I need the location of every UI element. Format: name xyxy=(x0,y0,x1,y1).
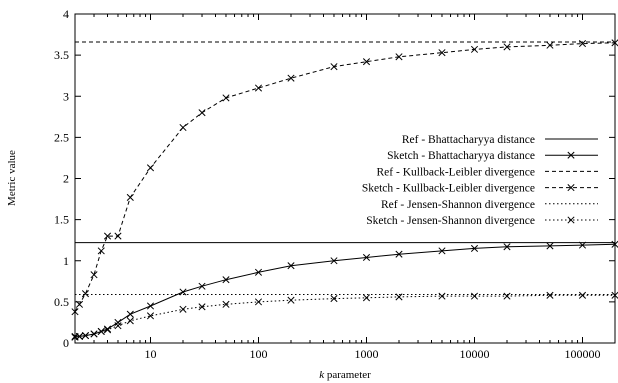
legend-label: Ref - Jensen-Shannon divergence xyxy=(381,199,535,211)
x-tick-label: 100 xyxy=(249,347,267,361)
data-point xyxy=(103,325,112,333)
series-sketch-jensen-shannon-divergence xyxy=(74,294,615,338)
series-layer xyxy=(71,39,618,341)
y-axis: 0 0.5 1 1.5 2 2.5 3 3.5 4 xyxy=(54,7,615,350)
data-point xyxy=(254,84,263,92)
y-tick-label: 1 xyxy=(63,254,69,268)
data-point xyxy=(546,291,554,299)
data-point xyxy=(362,253,371,262)
data-point xyxy=(254,268,263,276)
data-point xyxy=(90,271,98,279)
data-point xyxy=(254,298,263,306)
x-tick-label: 10000 xyxy=(459,347,489,361)
data-point xyxy=(222,94,230,102)
data-point xyxy=(81,290,90,298)
legend-label: Ref - Kullback-Leibler divergence xyxy=(377,166,535,178)
y-tick-label: 2 xyxy=(63,172,69,186)
data-point xyxy=(362,294,371,302)
data-point xyxy=(362,58,371,66)
data-point xyxy=(287,262,295,270)
data-point xyxy=(126,310,134,318)
legend-marker xyxy=(567,184,575,192)
data-point xyxy=(287,74,295,82)
legend: Ref - Bhattacharyya distance Sketch - Bha… xyxy=(362,134,598,227)
plot-frame xyxy=(74,13,616,344)
y-tick-label: 2.5 xyxy=(54,130,69,144)
data-point xyxy=(126,317,134,325)
y-tick-label: 1.5 xyxy=(54,213,69,227)
data-point xyxy=(198,282,206,290)
data-point xyxy=(395,293,403,301)
data-point xyxy=(287,296,295,304)
x-axis-title-text: parameter xyxy=(324,369,371,381)
data-point xyxy=(103,232,112,240)
data-point xyxy=(503,243,511,251)
data-point xyxy=(330,63,338,71)
data-point xyxy=(179,305,187,313)
data-point xyxy=(438,292,446,300)
data-point xyxy=(611,39,618,47)
data-point xyxy=(438,49,446,57)
series-sketch-bhattacharyya-distance xyxy=(75,243,616,337)
data-point xyxy=(395,53,403,61)
data-point xyxy=(179,288,187,296)
data-point xyxy=(438,247,446,255)
data-point xyxy=(611,240,618,248)
data-point xyxy=(81,332,90,340)
data-point xyxy=(75,332,84,340)
data-point xyxy=(611,291,618,299)
data-point xyxy=(198,303,206,311)
data-point xyxy=(330,295,338,303)
data-point xyxy=(103,326,112,334)
data-point xyxy=(146,312,155,320)
data-point xyxy=(97,247,105,255)
x-tick-label: 10 xyxy=(144,347,156,361)
x-axis-title: k parameter xyxy=(319,369,371,381)
x-tick-label: 100000 xyxy=(564,347,600,361)
data-point xyxy=(578,241,587,249)
data-point xyxy=(546,41,554,49)
data-point xyxy=(114,232,122,240)
data-point xyxy=(114,318,122,326)
legend-label: Sketch - Bhattacharyya distance xyxy=(387,150,535,162)
y-axis-title: Metric value xyxy=(6,150,18,206)
data-point xyxy=(179,123,187,132)
y-tick-label: 3.5 xyxy=(54,48,69,62)
data-point xyxy=(198,109,206,117)
x-tick-label: 1000 xyxy=(354,347,378,361)
legend-label: Sketch - Kullback-Leibler divergence xyxy=(362,183,535,195)
data-point xyxy=(71,308,79,316)
data-point xyxy=(97,327,105,336)
data-point xyxy=(578,40,587,48)
y-tick-label: 0 xyxy=(63,336,69,350)
data-point xyxy=(503,292,511,300)
data-point xyxy=(330,257,338,265)
x-axis-title-variable: k xyxy=(319,369,325,381)
y-tick-label: 4 xyxy=(63,7,69,21)
y-tick-label: 0.5 xyxy=(54,295,69,309)
y-tick-label: 3 xyxy=(63,89,69,103)
legend-label: Sketch - Jensen-Shannon divergence xyxy=(366,215,535,227)
data-point xyxy=(578,291,587,299)
data-point xyxy=(503,43,511,51)
data-point xyxy=(75,300,84,308)
data-point xyxy=(470,244,479,252)
data-point xyxy=(395,250,403,258)
data-point xyxy=(126,193,134,201)
data-point xyxy=(546,242,554,250)
legend-label: Ref - Bhattacharyya distance xyxy=(402,134,535,146)
data-point xyxy=(470,45,479,53)
data-point xyxy=(90,330,98,338)
data-point xyxy=(470,292,479,300)
x-axis: 10 100 1000 10000 100000 xyxy=(74,14,616,361)
data-point xyxy=(146,164,155,172)
data-point xyxy=(146,302,155,310)
legend-marker xyxy=(567,151,575,159)
data-point xyxy=(114,322,122,330)
data-point xyxy=(222,276,230,284)
data-point xyxy=(222,300,230,308)
legend-marker xyxy=(567,216,575,224)
